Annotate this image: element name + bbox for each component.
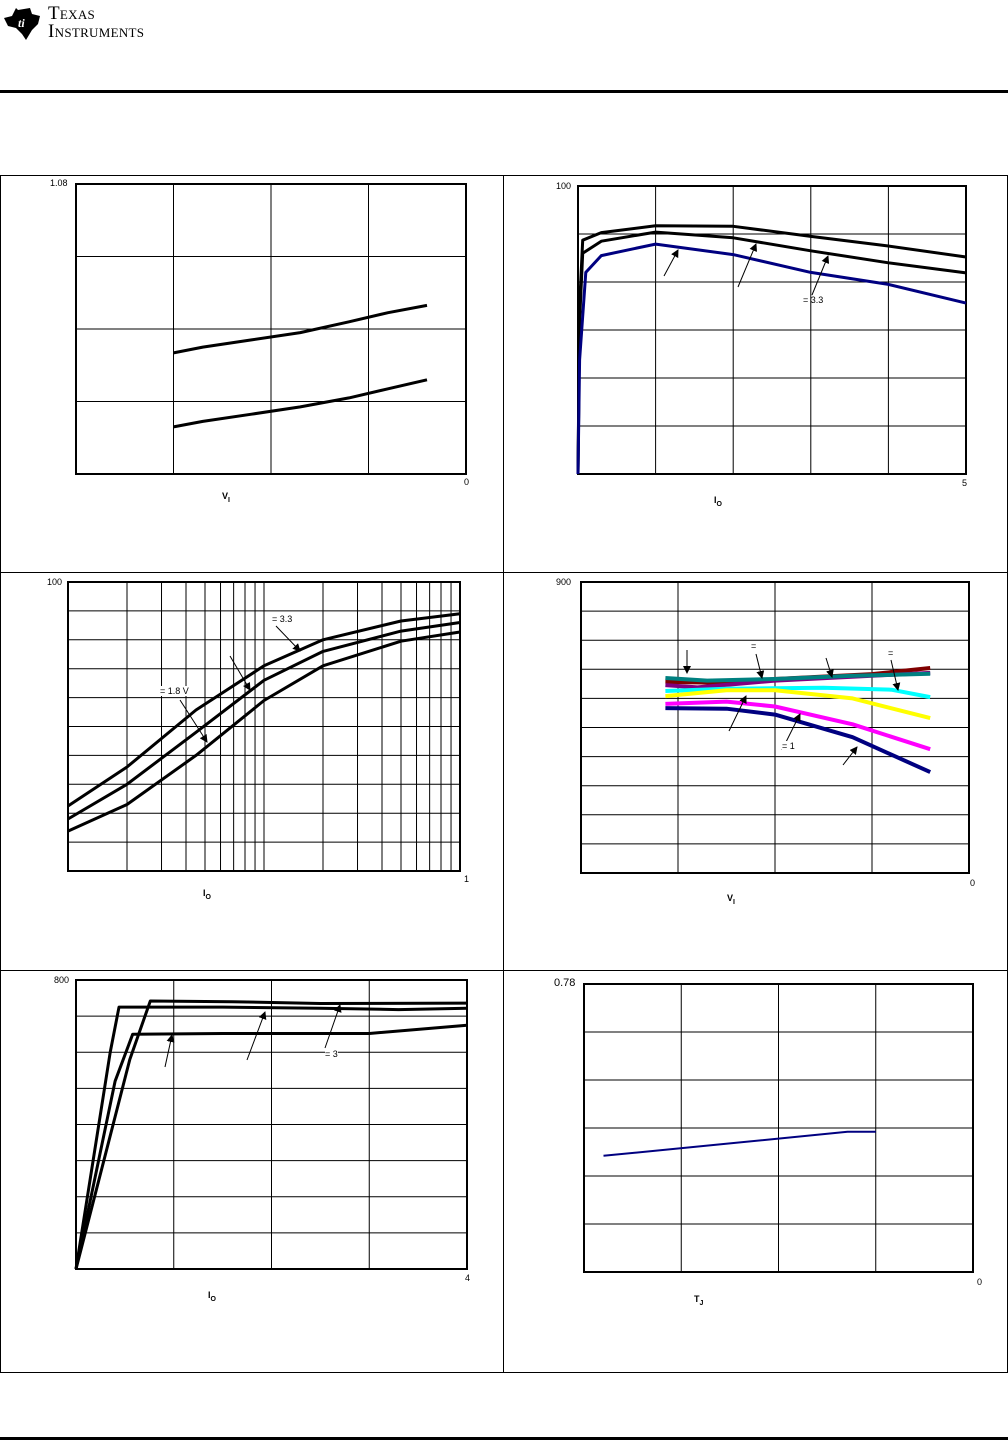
c3-series-bottom — [67, 630, 461, 833]
c5-x-label: IO — [208, 1290, 216, 1303]
c3-series-top — [67, 612, 461, 808]
ti-logo: ti Texas Instruments — [2, 4, 144, 42]
c5-series-c — [74, 1023, 468, 1270]
c1-x-label-main: V — [222, 491, 229, 501]
c1-y-top-tick: 1.08 — [50, 178, 68, 188]
annotation-arrow — [825, 657, 834, 678]
c1-plot-frame — [75, 183, 467, 475]
c2-x-label-sub: O — [716, 501, 722, 508]
annotation-arrow — [728, 695, 747, 732]
c3-x-label-sub: O — [205, 894, 211, 901]
c6-plot-frame — [583, 983, 974, 1273]
c5-annotation: = 3 — [325, 1049, 338, 1059]
c2-x-end-tick: 5 — [962, 478, 968, 488]
c4-x-label-sub: I — [733, 899, 735, 906]
c5-x-label-sub: O — [210, 1296, 216, 1303]
annotation-arrow — [842, 746, 858, 766]
c4-x-end-tick: 0 — [970, 878, 976, 888]
c3-plot-frame — [67, 581, 461, 872]
ti-state-icon: ti — [4, 8, 40, 40]
figure-row-divider — [0, 970, 1008, 971]
c2-y-top-tick: 100 — [556, 181, 572, 191]
annotation-arrow — [755, 653, 765, 679]
c6-series-line — [603, 1130, 876, 1157]
annotation-arrow — [246, 1011, 267, 1061]
c6-y-top-tick: 0.78 — [554, 977, 576, 989]
annotation-arrow — [164, 1034, 175, 1068]
c1-x-label: VI — [222, 491, 230, 504]
logo-line-2: Instruments — [48, 21, 145, 42]
c3-x-label: IO — [203, 888, 211, 901]
c5-y-top-tick: 800 — [54, 975, 70, 985]
c2-annotation: = 3.3 — [803, 295, 824, 305]
annotation-arrow — [811, 255, 830, 296]
c5-x-label-main: I — [208, 1290, 211, 1300]
annotation-arrow — [229, 655, 251, 691]
c4-annotation: = — [888, 648, 894, 658]
c3-annotation: = 1.8 V — [160, 686, 189, 696]
c5-x-end-tick: 4 — [465, 1273, 471, 1283]
annotation-arrow — [275, 625, 301, 652]
c2-x-label: IO — [714, 495, 722, 508]
c4-x-label: VI — [727, 893, 735, 906]
svg-text:ti: ti — [18, 16, 25, 30]
c4-series-navy — [665, 706, 932, 774]
logo-line-1: Texas — [48, 3, 96, 24]
annotation-arrow — [179, 699, 208, 743]
c1-series-upper — [173, 303, 428, 355]
c2-series-blue — [576, 242, 967, 475]
header-rule — [0, 90, 1008, 93]
c1-series-lower — [173, 378, 428, 429]
annotation-arrow — [890, 659, 901, 691]
c4-annotation: = 1 — [782, 741, 795, 751]
c3-x-end-tick: 1 — [464, 874, 470, 884]
c3-x-label-main: I — [203, 888, 206, 898]
annotation-arrow — [663, 249, 679, 277]
c6-x-end-tick: 0 — [977, 1277, 983, 1287]
c2-x-label-main: I — [714, 495, 717, 505]
c4-annotation: = — [751, 641, 757, 651]
c3-annotation: = 3.3 — [272, 614, 293, 624]
c4-series-yellow — [665, 688, 931, 721]
c5-series-a — [74, 1005, 468, 1270]
c5-plot-frame — [75, 979, 468, 1270]
annotation-arrow — [324, 1004, 342, 1049]
figure-column-divider — [503, 175, 504, 1373]
c4-x-label-main: V — [727, 893, 734, 903]
c4-series-cyan — [665, 685, 931, 700]
c3-series-mid — [67, 621, 461, 821]
c5-series-b — [74, 999, 468, 1270]
c6-x-label-main: T — [694, 1294, 700, 1304]
c4-series-teal — [665, 671, 931, 683]
c6-x-label: TJ — [694, 1294, 703, 1307]
c4-y-top-tick: 900 — [556, 577, 572, 587]
c3-y-top-tick: 100 — [47, 577, 63, 587]
c4-plot-frame — [580, 581, 970, 874]
figure-row-divider — [0, 572, 1008, 573]
c4-series-magenta — [665, 699, 931, 752]
annotation-arrow — [737, 243, 757, 288]
c1-x-end-tick: 0 — [464, 477, 470, 487]
c6-x-label-sub: J — [699, 1300, 704, 1307]
c1-x-label-sub: I — [228, 497, 230, 504]
c2-series-middle — [576, 230, 967, 475]
footer-rule — [0, 1437, 1008, 1440]
